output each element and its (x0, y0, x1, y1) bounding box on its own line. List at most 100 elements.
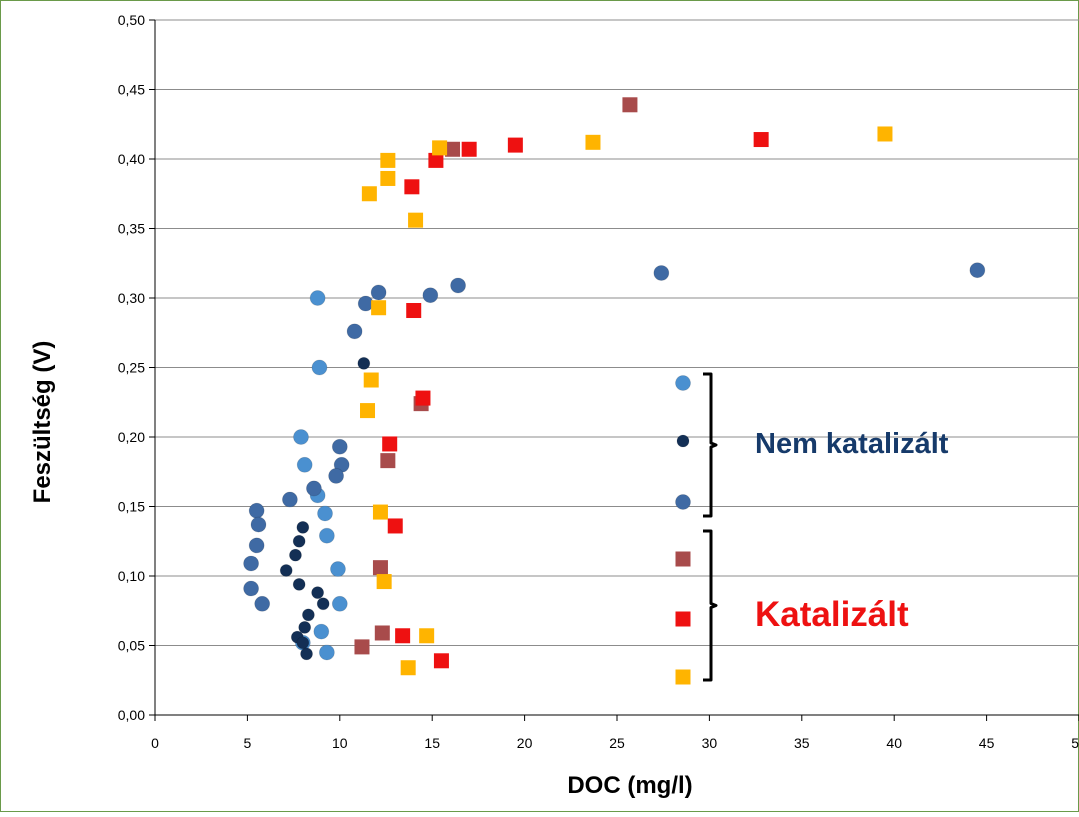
y-axis-label: Feszültség (V) (29, 341, 56, 504)
data-point (354, 639, 370, 655)
data-point (653, 265, 670, 281)
data-point (331, 595, 348, 612)
x-axis-label: DOC (mg/l) (567, 772, 692, 799)
legend-marker (676, 434, 690, 448)
data-point (330, 561, 346, 577)
y-tick-label: 0,15 (118, 499, 145, 515)
data-point (243, 555, 259, 572)
data-point (372, 504, 388, 520)
x-tick-labels: 0 5 10 15 20 25 30 35 40 45 50 (151, 735, 1079, 751)
data-point (357, 356, 371, 370)
data-point (395, 628, 411, 644)
legend-label-katalizalt: Katalizált (755, 595, 909, 634)
x-tick-label: 35 (794, 735, 810, 751)
data-point (363, 372, 379, 388)
legend-brace-katalizalt (703, 529, 718, 682)
legend-marker (675, 611, 691, 627)
data-point (301, 608, 315, 622)
legend-marker (675, 375, 691, 391)
axes (149, 19, 1079, 721)
data-point (289, 548, 302, 562)
data-point (450, 277, 466, 294)
y-tick-label: 0,25 (118, 360, 145, 376)
data-point (282, 491, 298, 508)
data-point (331, 438, 348, 455)
data-point (296, 636, 310, 650)
y-tick-label: 0,45 (118, 82, 145, 98)
x-tick-label: 40 (886, 735, 902, 751)
data-point (292, 577, 306, 591)
data-point (374, 625, 390, 641)
gridlines (155, 19, 1079, 646)
data-point (404, 179, 420, 195)
legend-marker (675, 551, 691, 567)
x-tick-label: 25 (609, 735, 625, 751)
data-point (382, 436, 398, 452)
data-point (753, 132, 769, 148)
data-point (622, 97, 638, 113)
data-point (248, 502, 265, 519)
x-tick-label: 30 (702, 735, 718, 751)
y-tick-label: 0,05 (118, 638, 145, 654)
data-point (445, 141, 461, 157)
data-point (432, 140, 448, 156)
data-point (433, 653, 449, 669)
data-point (406, 303, 422, 319)
data-point (313, 623, 330, 640)
x-tick-label: 50 (1071, 735, 1079, 751)
x-tick-label: 10 (332, 735, 348, 751)
legend-brace-nem-katalizalt (703, 372, 718, 518)
data-point (422, 287, 439, 304)
data-point (346, 323, 363, 340)
x-tick-label: 45 (979, 735, 995, 751)
data-point (400, 660, 416, 676)
data-point (969, 262, 986, 279)
x-tick-label: 20 (517, 735, 533, 751)
y-tick-label: 0,40 (118, 151, 145, 167)
data-point (279, 564, 293, 577)
data-point (380, 170, 396, 186)
data-point (254, 595, 271, 612)
data-point (387, 518, 403, 534)
data-point (419, 628, 435, 644)
data-point (380, 152, 396, 168)
data-point (372, 560, 388, 576)
data-point (877, 126, 893, 142)
data-point (317, 505, 333, 522)
data-point (318, 644, 335, 661)
legend-marker (675, 669, 691, 685)
legend-marker (675, 494, 691, 510)
x-tick-label: 15 (424, 735, 440, 751)
data-point (298, 621, 312, 634)
data-point (461, 141, 477, 157)
data-point (408, 212, 424, 228)
legend-label-nem-katalizalt: Nem katalizált (755, 428, 949, 460)
data-point (370, 284, 387, 301)
data-point (376, 574, 392, 590)
data-point (328, 468, 345, 484)
data-point (243, 580, 259, 597)
y-tick-label: 0,10 (118, 568, 145, 584)
data-point (296, 520, 310, 534)
data-point (296, 456, 313, 473)
data-point (318, 527, 335, 544)
data-point (361, 186, 377, 202)
data-point (250, 516, 267, 533)
data-point (311, 359, 328, 376)
data-point (248, 537, 265, 554)
data-point (360, 403, 376, 419)
y-tick-label: 0,00 (118, 707, 145, 723)
data-point (293, 429, 309, 445)
data-point (585, 134, 601, 150)
data-point (300, 647, 313, 661)
x-tick-label: 0 (151, 735, 159, 751)
data-point (309, 290, 326, 306)
data-point (415, 390, 431, 406)
data-point (371, 300, 387, 316)
data-point (306, 480, 322, 497)
y-tick-label: 0,35 (118, 221, 145, 237)
data-point (507, 137, 523, 153)
